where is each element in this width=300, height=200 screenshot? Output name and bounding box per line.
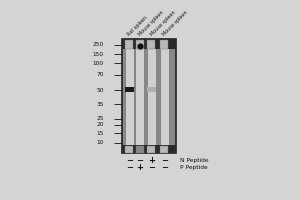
Text: −: − (161, 163, 168, 172)
Bar (125, 146, 133, 153)
Bar (125, 87, 134, 92)
Text: 20: 20 (96, 122, 104, 127)
Text: P Peptide: P Peptide (181, 165, 208, 170)
Bar (160, 40, 169, 152)
Text: −: − (126, 163, 133, 172)
Text: Mouse spleen: Mouse spleen (162, 10, 189, 37)
Bar (147, 87, 156, 92)
Text: −: − (136, 156, 143, 165)
Bar (148, 146, 155, 153)
Text: 25: 25 (96, 116, 104, 121)
Text: 150: 150 (93, 52, 104, 57)
Text: −: − (148, 163, 155, 172)
Bar (122, 39, 176, 153)
Text: −: − (161, 156, 168, 165)
Text: +: + (148, 156, 155, 165)
Text: +: + (136, 163, 143, 172)
Bar (136, 40, 144, 49)
Text: Mouse spleen: Mouse spleen (149, 10, 176, 37)
Text: Rat spleen: Rat spleen (127, 15, 149, 37)
Bar (160, 146, 168, 153)
Bar (147, 40, 156, 152)
Bar (148, 40, 155, 49)
Bar (160, 40, 168, 49)
Text: 70: 70 (96, 72, 104, 77)
Bar (135, 40, 144, 152)
Bar (125, 40, 134, 152)
Text: 10: 10 (96, 140, 104, 145)
Bar (125, 40, 133, 49)
Text: 250: 250 (92, 42, 104, 47)
Text: N Peptide: N Peptide (181, 158, 209, 163)
Text: 15: 15 (96, 131, 104, 136)
Text: Mouse spleen: Mouse spleen (137, 10, 165, 37)
Text: 100: 100 (93, 61, 104, 66)
Bar (136, 146, 144, 153)
Bar (122, 39, 176, 49)
Text: −: − (126, 156, 133, 165)
Text: 50: 50 (96, 88, 104, 93)
Bar (122, 145, 176, 153)
Text: 35: 35 (96, 102, 104, 107)
